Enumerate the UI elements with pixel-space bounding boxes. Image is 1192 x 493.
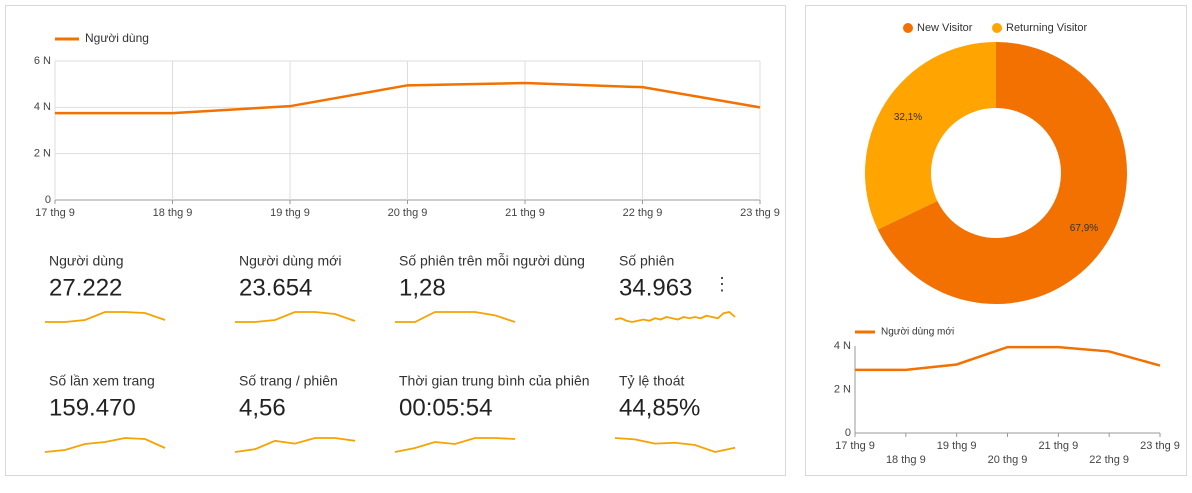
x-tick-label: 18 thg 9 xyxy=(153,207,193,219)
x-tick-label: 22 thg 9 xyxy=(1089,454,1129,466)
x-tick-label: 20 thg 9 xyxy=(988,454,1028,466)
metric-value: 44,85% xyxy=(619,394,700,421)
sparkline xyxy=(45,311,166,323)
x-tick-label: 22 thg 9 xyxy=(623,207,663,219)
donut-segment xyxy=(877,42,1127,305)
segment-label: 67,9% xyxy=(1070,223,1098,234)
sparkline xyxy=(395,311,516,323)
metric-value: 4,56 xyxy=(239,394,286,421)
menu-icon[interactable]: ⋮ xyxy=(713,274,731,294)
legend-dot xyxy=(903,23,913,33)
x-tick-label: 18 thg 9 xyxy=(886,454,926,466)
metric-label: Số trang / phiên xyxy=(239,373,338,389)
x-tick-label: 23 thg 9 xyxy=(1140,440,1180,452)
metric-value: 1,28 xyxy=(399,274,446,301)
legend-label: New Visitor xyxy=(917,22,973,34)
metric-value: 23.654 xyxy=(239,274,312,301)
metric-label: Số lần xem trang xyxy=(49,373,155,389)
y-tick-label: 6 N xyxy=(34,55,51,67)
x-tick-label: 23 thg 9 xyxy=(740,207,780,219)
y-tick-label: 4 N xyxy=(34,101,51,113)
metric-label: Người dùng mới xyxy=(239,253,341,269)
y-tick-label: 0 xyxy=(45,194,51,206)
sparkline xyxy=(614,311,736,323)
segment-label: 32,1% xyxy=(894,112,922,123)
y-tick-label: 4 N xyxy=(834,340,851,352)
legend-label: Người dùng xyxy=(85,31,149,45)
sparkline xyxy=(44,437,166,453)
sparkline xyxy=(394,437,516,453)
line xyxy=(855,345,1161,372)
y-tick-label: 2 N xyxy=(34,148,51,160)
x-tick-label: 17 thg 9 xyxy=(35,207,75,219)
x-tick-label: 21 thg 9 xyxy=(1038,440,1078,452)
x-tick-label: 19 thg 9 xyxy=(937,440,977,452)
metric-label: Số phiên trên mỗi người dùng xyxy=(399,253,585,269)
y-tick-label: 0 xyxy=(845,427,851,439)
metric-label: Người dùng xyxy=(49,253,124,269)
metric-value: 34.963 xyxy=(619,274,692,301)
metric-value: 00:05:54 xyxy=(399,394,492,421)
metric-label: Số phiên xyxy=(619,253,674,269)
left-card xyxy=(5,5,786,476)
metric-value: 27.222 xyxy=(49,274,122,301)
sparkline xyxy=(234,437,356,453)
x-tick-label: 17 thg 9 xyxy=(835,440,875,452)
legend-label: Người dùng mới xyxy=(881,327,954,338)
legend-label: Returning Visitor xyxy=(1006,22,1087,34)
sparkline xyxy=(614,437,736,453)
legend-dot xyxy=(992,23,1002,33)
y-tick-label: 2 N xyxy=(834,383,851,395)
donut-segment xyxy=(864,42,996,230)
metric-value: 159.470 xyxy=(49,394,136,421)
line xyxy=(55,81,761,115)
x-tick-label: 20 thg 9 xyxy=(388,207,428,219)
x-tick-label: 21 thg 9 xyxy=(505,207,545,219)
metric-label: Tỷ lệ thoát xyxy=(619,373,684,389)
metric-label: Thời gian trung bình của phiên xyxy=(399,373,590,389)
x-tick-label: 19 thg 9 xyxy=(270,207,310,219)
sparkline xyxy=(235,311,356,323)
